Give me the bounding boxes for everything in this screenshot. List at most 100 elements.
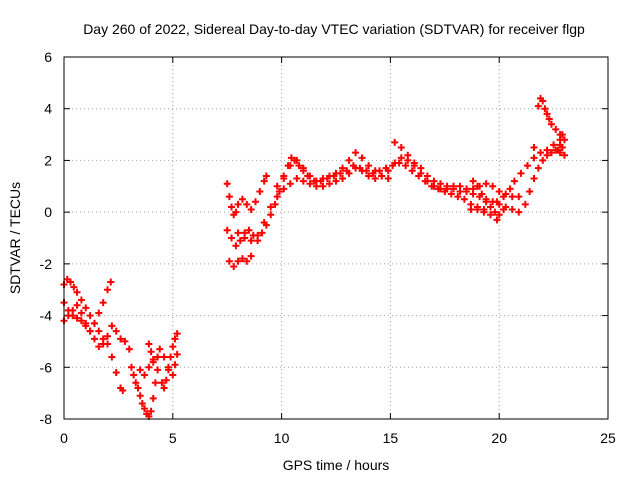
data-point xyxy=(138,399,146,407)
data-point xyxy=(145,340,153,348)
chart-title: Day 260 of 2022, Sidereal Day-to-day VTE… xyxy=(83,21,585,37)
data-point xyxy=(145,363,153,371)
data-point xyxy=(232,208,240,216)
data-point xyxy=(495,187,503,195)
data-point xyxy=(560,151,568,159)
data-point xyxy=(365,172,373,180)
data-point xyxy=(167,353,175,361)
data-point xyxy=(95,309,103,317)
data-point xyxy=(151,379,159,387)
y-axis-label: SDTVAR / TECUs xyxy=(7,182,23,294)
data-point xyxy=(158,379,166,387)
data-point xyxy=(378,172,386,180)
data-point xyxy=(560,136,568,144)
data-point xyxy=(247,237,255,245)
y-tick-label: -6 xyxy=(40,359,53,375)
data-point xyxy=(86,327,94,335)
data-point xyxy=(495,211,503,219)
data-point xyxy=(251,198,259,206)
data-point xyxy=(258,229,266,237)
x-tick-label: 15 xyxy=(383,430,399,446)
data-point xyxy=(156,345,164,353)
data-point xyxy=(247,206,255,214)
data-point xyxy=(552,125,560,133)
data-point xyxy=(286,180,294,188)
data-point xyxy=(436,180,444,188)
data-point xyxy=(339,175,347,183)
data-point xyxy=(521,200,529,208)
data-point xyxy=(147,407,155,415)
data-point xyxy=(417,164,425,172)
data-point xyxy=(173,330,181,338)
data-point xyxy=(443,182,451,190)
data-point xyxy=(554,146,562,154)
data-point xyxy=(306,172,314,180)
data-point xyxy=(423,172,431,180)
data-point xyxy=(517,169,525,177)
y-tick-label: -2 xyxy=(40,256,53,272)
data-point xyxy=(478,190,486,198)
data-point xyxy=(86,312,94,320)
data-point xyxy=(154,353,162,361)
data-point xyxy=(469,177,477,185)
x-tick-label: 5 xyxy=(169,430,177,446)
data-point xyxy=(545,115,553,123)
data-point xyxy=(141,371,149,379)
data-point xyxy=(510,177,518,185)
data-point xyxy=(125,345,133,353)
data-point xyxy=(267,203,275,211)
data-point xyxy=(534,164,542,172)
data-point xyxy=(500,206,508,214)
data-point xyxy=(117,335,125,343)
data-point xyxy=(90,319,98,327)
y-tick-label: -8 xyxy=(40,411,53,427)
data-point xyxy=(70,283,78,291)
data-point xyxy=(547,149,555,157)
data-point xyxy=(99,340,107,348)
x-tick-label: 25 xyxy=(600,430,616,446)
data-point xyxy=(306,180,314,188)
data-point xyxy=(234,257,242,265)
data-point xyxy=(299,177,307,185)
data-point xyxy=(73,301,81,309)
data-point xyxy=(160,384,168,392)
data-point xyxy=(130,371,138,379)
data-point xyxy=(410,159,418,167)
data-point xyxy=(228,234,236,242)
y-tick-label: -4 xyxy=(40,308,53,324)
data-point xyxy=(339,164,347,172)
data-point xyxy=(325,180,333,188)
data-point xyxy=(293,156,301,164)
grid-lines xyxy=(64,57,608,419)
data-point xyxy=(534,102,542,110)
data-point xyxy=(404,151,412,159)
data-point xyxy=(241,234,249,242)
data-point xyxy=(299,164,307,172)
data-point xyxy=(95,343,103,351)
data-point xyxy=(430,177,438,185)
data-point xyxy=(260,218,268,226)
data-point xyxy=(77,317,85,325)
data-point xyxy=(493,216,501,224)
data-point xyxy=(234,200,242,208)
data-point xyxy=(232,242,240,250)
data-point xyxy=(243,257,251,265)
data-point xyxy=(245,226,253,234)
data-series xyxy=(60,94,568,420)
data-point xyxy=(550,141,558,149)
x-tick-label: 10 xyxy=(274,430,290,446)
data-point xyxy=(402,162,410,170)
data-point xyxy=(273,193,281,201)
data-point xyxy=(119,387,127,395)
data-point xyxy=(295,162,303,170)
data-point xyxy=(447,190,455,198)
data-point xyxy=(489,182,497,190)
data-point xyxy=(352,164,360,172)
data-point xyxy=(456,182,464,190)
data-point xyxy=(112,327,120,335)
data-point xyxy=(391,138,399,146)
data-point xyxy=(149,358,157,366)
data-point xyxy=(482,180,490,188)
data-point xyxy=(247,252,255,260)
